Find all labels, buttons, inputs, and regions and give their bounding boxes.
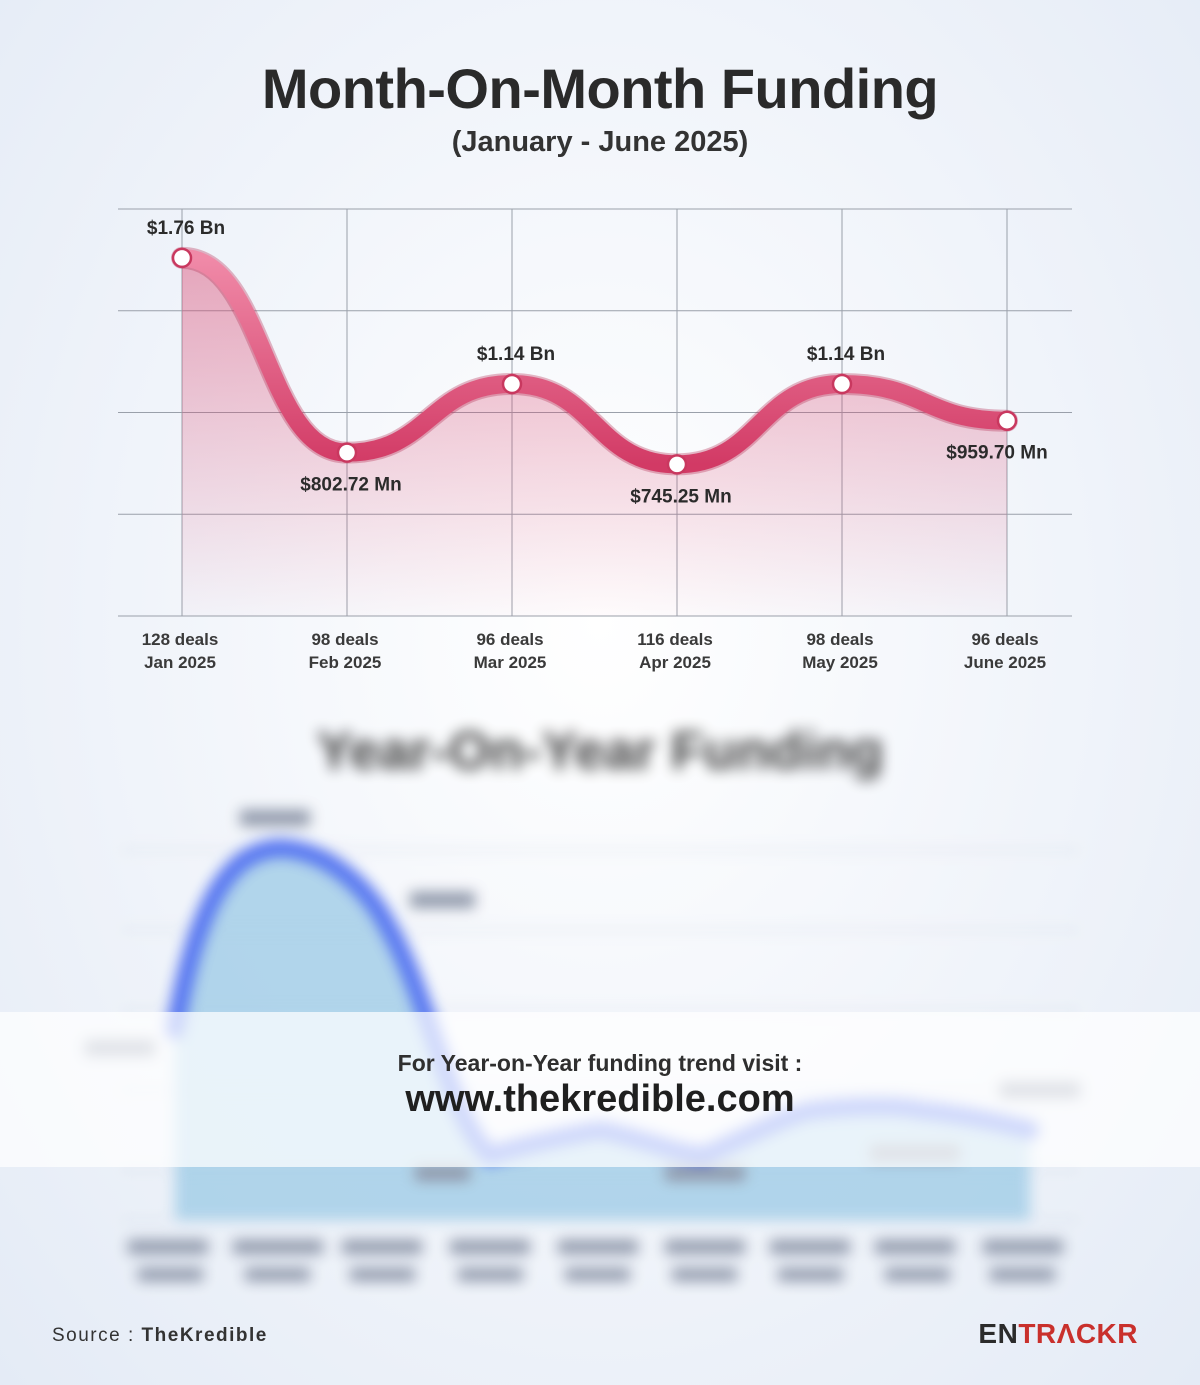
x-axis-labels: 128 deals Jan 2025 98 deals Feb 2025 96 deal… [142,630,1046,672]
funding-area [182,257,1007,616]
chart-subtitle: (January - June 2025) [451,126,749,158]
deal-count-label: 98 deals [806,630,873,649]
source-credit: Source : TheKredible [52,1325,268,1347]
funding-line [173,248,1016,474]
banner-caption: For Year-on-Year funding trend visit : [397,1050,803,1076]
logo-text-part2: TRΛCKR [1018,1318,1138,1349]
banner-url[interactable]: www.thekredible.com [405,1078,795,1120]
value-label: $1.14 Bn [807,344,885,365]
month-label: May 2025 [802,653,878,672]
month-label: Mar 2025 [474,653,547,672]
logo-text-part1: EN [978,1318,1019,1349]
month-label: Feb 2025 [309,653,382,672]
yoy-link-banner: For Year-on-Year funding trend visit : w… [0,1012,1200,1167]
chart-title: Month-On-Month Funding [261,57,939,120]
yoy-title: Year-On-Year Funding [316,721,884,781]
data-point [171,247,193,269]
value-label: $1.14 Bn [477,344,555,365]
month-label: Apr 2025 [639,653,711,672]
data-point [336,442,358,463]
value-label: $802.72 Mn [300,475,401,496]
value-label: $745.25 Mn [630,486,731,507]
month-label: Jan 2025 [144,653,216,672]
data-point [831,373,853,395]
mom-funding-chart: $1.76 Bn $802.72 Mn $1.14 Bn $745.25 Mn $1.1… [118,208,1072,672]
month-label: June 2025 [964,653,1046,672]
entrackr-logo: ENTRΛCKR [978,1318,1138,1350]
deal-count-label: 98 deals [311,630,378,649]
yoy-chart-blurred [85,810,1080,1281]
data-points [171,247,1018,475]
data-point [666,454,688,475]
data-point [996,410,1018,431]
deal-count-label: 96 deals [476,630,543,649]
value-label: $959.70 Mn [946,443,1047,464]
deal-count-label: 128 deals [142,630,219,649]
deal-count-label: 96 deals [971,630,1038,649]
value-labels: $1.76 Bn $802.72 Mn $1.14 Bn $745.25 Mn $1.1… [147,218,1048,508]
blurred-yoy-section: Year-On-Year Funding [0,700,1200,1300]
data-point [501,373,523,395]
source-label: Source : [52,1325,135,1346]
value-label: $1.76 Bn [147,218,225,239]
source-name: TheKredible [141,1325,268,1346]
deal-count-label: 116 deals [637,630,713,649]
